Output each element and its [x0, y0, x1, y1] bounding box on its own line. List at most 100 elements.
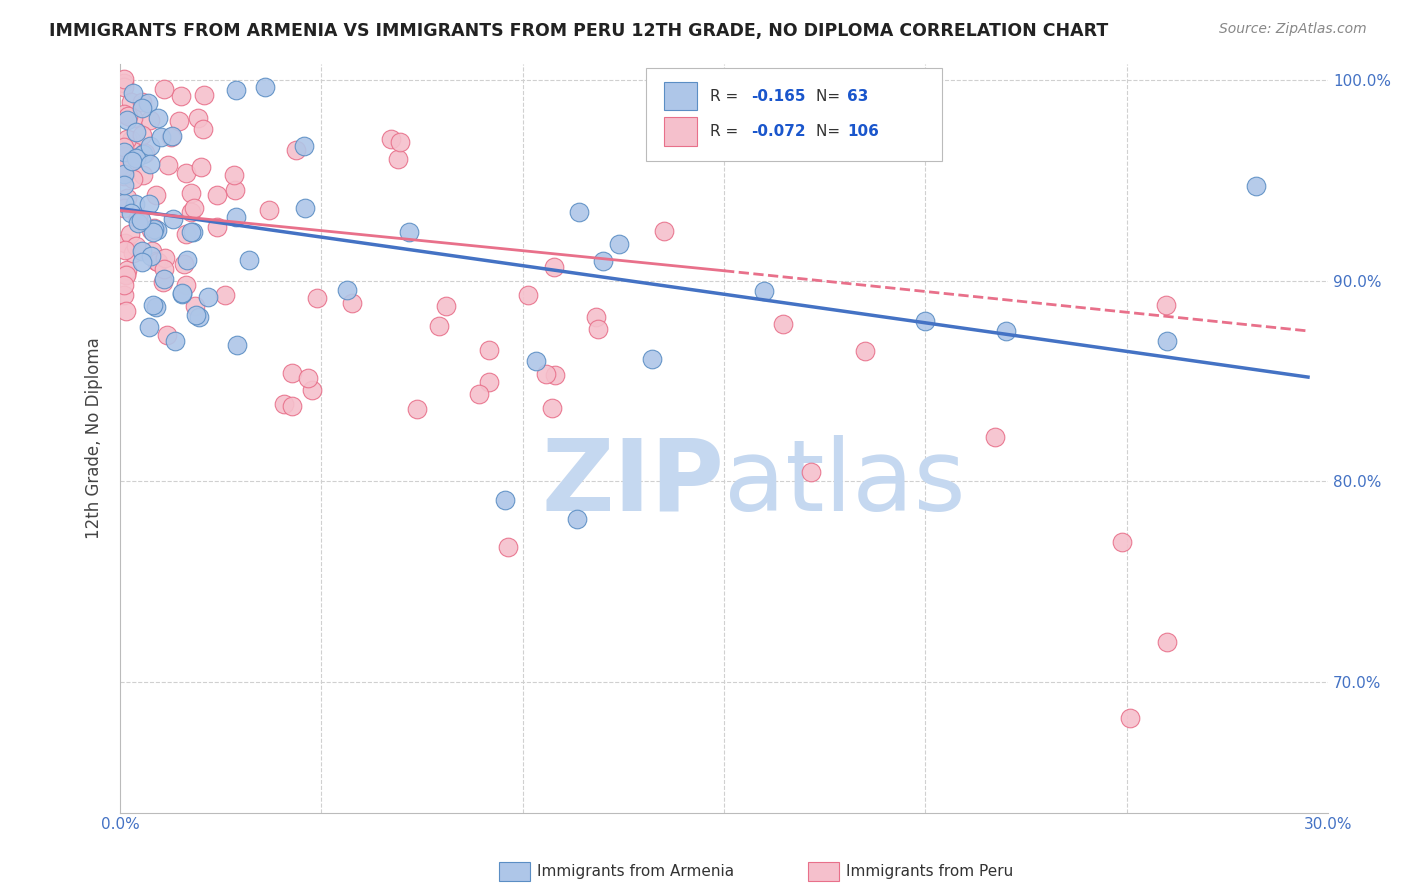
- Point: [180, 205, 202, 219]
- Point: [190, 160, 212, 174]
- Point: [214, 288, 236, 302]
- Point: [226, 338, 249, 352]
- Point: [544, 368, 567, 382]
- Point: [131, 244, 153, 258]
- Point: [132, 147, 155, 161]
- Point: [112, 287, 135, 301]
- Point: [152, 275, 174, 289]
- Text: -0.165: -0.165: [751, 88, 806, 103]
- Point: [187, 310, 209, 324]
- Point: [121, 86, 143, 100]
- Point: [224, 183, 246, 197]
- Point: [120, 227, 142, 241]
- Point: [176, 252, 198, 267]
- Text: -0.072: -0.072: [751, 124, 806, 139]
- Point: [136, 95, 159, 110]
- Point: [112, 71, 135, 86]
- Point: [112, 201, 135, 215]
- Point: [112, 145, 135, 159]
- Point: [122, 153, 145, 168]
- Point: [170, 89, 193, 103]
- Point: [180, 225, 202, 239]
- Point: [142, 222, 165, 236]
- Point: [186, 308, 208, 322]
- Point: [131, 128, 153, 142]
- Point: [184, 299, 207, 313]
- Point: [112, 278, 135, 293]
- Point: [534, 368, 557, 382]
- Point: [139, 223, 162, 237]
- Text: Immigrants from Peru: Immigrants from Peru: [846, 864, 1014, 879]
- Point: [585, 310, 607, 324]
- Point: [122, 171, 145, 186]
- Point: [1156, 334, 1178, 348]
- Point: [117, 109, 139, 123]
- Point: [285, 144, 308, 158]
- Text: IMMIGRANTS FROM ARMENIA VS IMMIGRANTS FROM PERU 12TH GRADE, NO DIPLOMA CORRELATI: IMMIGRANTS FROM ARMENIA VS IMMIGRANTS FR…: [49, 22, 1108, 40]
- Point: [170, 285, 193, 300]
- Point: [172, 286, 194, 301]
- Text: 63: 63: [848, 88, 869, 103]
- Point: [301, 384, 323, 398]
- Point: [567, 512, 589, 526]
- Point: [205, 220, 228, 235]
- Point: [112, 167, 135, 181]
- Point: [112, 160, 135, 174]
- Point: [146, 254, 169, 268]
- Point: [141, 249, 163, 263]
- Point: [180, 186, 202, 201]
- Point: [134, 146, 156, 161]
- Point: [145, 253, 167, 268]
- Point: [156, 158, 179, 172]
- Point: [122, 246, 145, 260]
- Point: [127, 211, 149, 225]
- Point: [652, 224, 675, 238]
- Point: [117, 191, 139, 205]
- Point: [139, 113, 162, 128]
- Point: [193, 88, 215, 103]
- Point: [380, 132, 402, 146]
- Point: [124, 125, 146, 139]
- Point: [138, 196, 160, 211]
- Point: [468, 387, 491, 401]
- Text: ZIP: ZIP: [541, 434, 724, 532]
- Point: [146, 223, 169, 237]
- Point: [169, 114, 191, 128]
- Point: [120, 206, 142, 220]
- Point: [389, 135, 412, 149]
- Point: [517, 288, 540, 302]
- Point: [641, 351, 664, 366]
- Point: [112, 178, 135, 193]
- Point: [387, 153, 409, 167]
- Bar: [664, 82, 697, 111]
- Point: [127, 216, 149, 230]
- Point: [138, 320, 160, 334]
- Point: [253, 80, 276, 95]
- Point: [524, 354, 547, 368]
- Point: [222, 168, 245, 182]
- Text: R =: R =: [710, 124, 742, 139]
- Text: atlas: atlas: [724, 434, 966, 532]
- Point: [1111, 535, 1133, 549]
- Point: [160, 129, 183, 144]
- Point: [114, 267, 136, 281]
- Point: [112, 106, 135, 120]
- Point: [148, 111, 170, 125]
- Point: [153, 261, 176, 276]
- Point: [115, 112, 138, 127]
- Point: [280, 399, 302, 413]
- Point: [340, 296, 363, 310]
- Point: [434, 299, 457, 313]
- Point: [176, 277, 198, 292]
- Text: N=: N=: [815, 88, 845, 103]
- Point: [607, 236, 630, 251]
- Bar: [664, 117, 697, 145]
- Point: [429, 318, 451, 333]
- Point: [117, 263, 139, 277]
- Point: [142, 298, 165, 312]
- Point: [1244, 179, 1267, 194]
- Point: [294, 202, 316, 216]
- Text: Source: ZipAtlas.com: Source: ZipAtlas.com: [1219, 22, 1367, 37]
- Point: [994, 324, 1017, 338]
- Point: [156, 327, 179, 342]
